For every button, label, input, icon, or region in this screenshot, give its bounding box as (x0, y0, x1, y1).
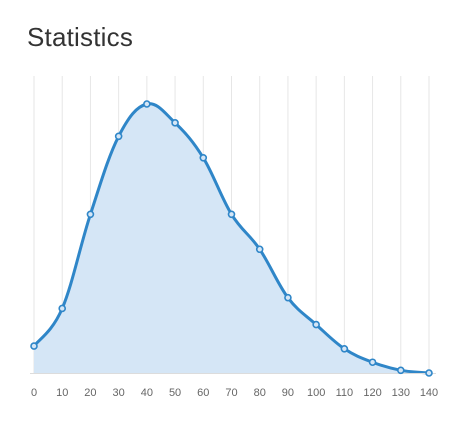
data-point-10 (58, 304, 67, 313)
data-point-100 (312, 320, 320, 329)
data-point-110 (340, 344, 349, 353)
x-tick-label-10: 10 (56, 387, 68, 399)
x-tick-label-80: 80 (254, 387, 266, 399)
panel-title: Statistics (27, 22, 134, 52)
x-tick-label-30: 30 (113, 387, 125, 399)
x-tick-label-100: 100 (307, 387, 325, 399)
x-tick-label-110: 110 (336, 387, 354, 399)
data-point-60 (199, 154, 208, 162)
x-axis-ticks: 0 10 20 30 40 50 60 70 80 90 100 110 120 130 140 (31, 387, 438, 399)
data-point-140 (425, 369, 433, 377)
x-tick-label-50: 50 (169, 387, 181, 399)
data-point-120 (368, 358, 377, 367)
x-tick-label-40: 40 (141, 387, 153, 399)
data-points (30, 100, 433, 377)
series-line (32, 102, 431, 375)
data-point-50 (171, 119, 179, 127)
x-tick-label-60: 60 (197, 387, 209, 399)
data-point-90 (284, 293, 292, 302)
x-tick-label-20: 20 (84, 387, 96, 399)
x-tick-label-0: 0 (31, 387, 37, 399)
data-point-0 (30, 342, 38, 350)
x-tick-label-140: 140 (420, 387, 438, 399)
data-point-20 (86, 210, 95, 219)
x-tick-label-120: 120 (363, 387, 381, 399)
data-point-70 (227, 210, 236, 219)
data-point-130 (396, 366, 405, 375)
x-tick-label-70: 70 (225, 387, 237, 399)
series-area-fill (34, 103, 429, 373)
data-point-30 (114, 132, 123, 141)
x-tick-label-90: 90 (282, 387, 294, 399)
x-tick-label-130: 130 (392, 387, 410, 399)
data-point-40 (143, 100, 151, 108)
data-point-80 (255, 245, 264, 254)
